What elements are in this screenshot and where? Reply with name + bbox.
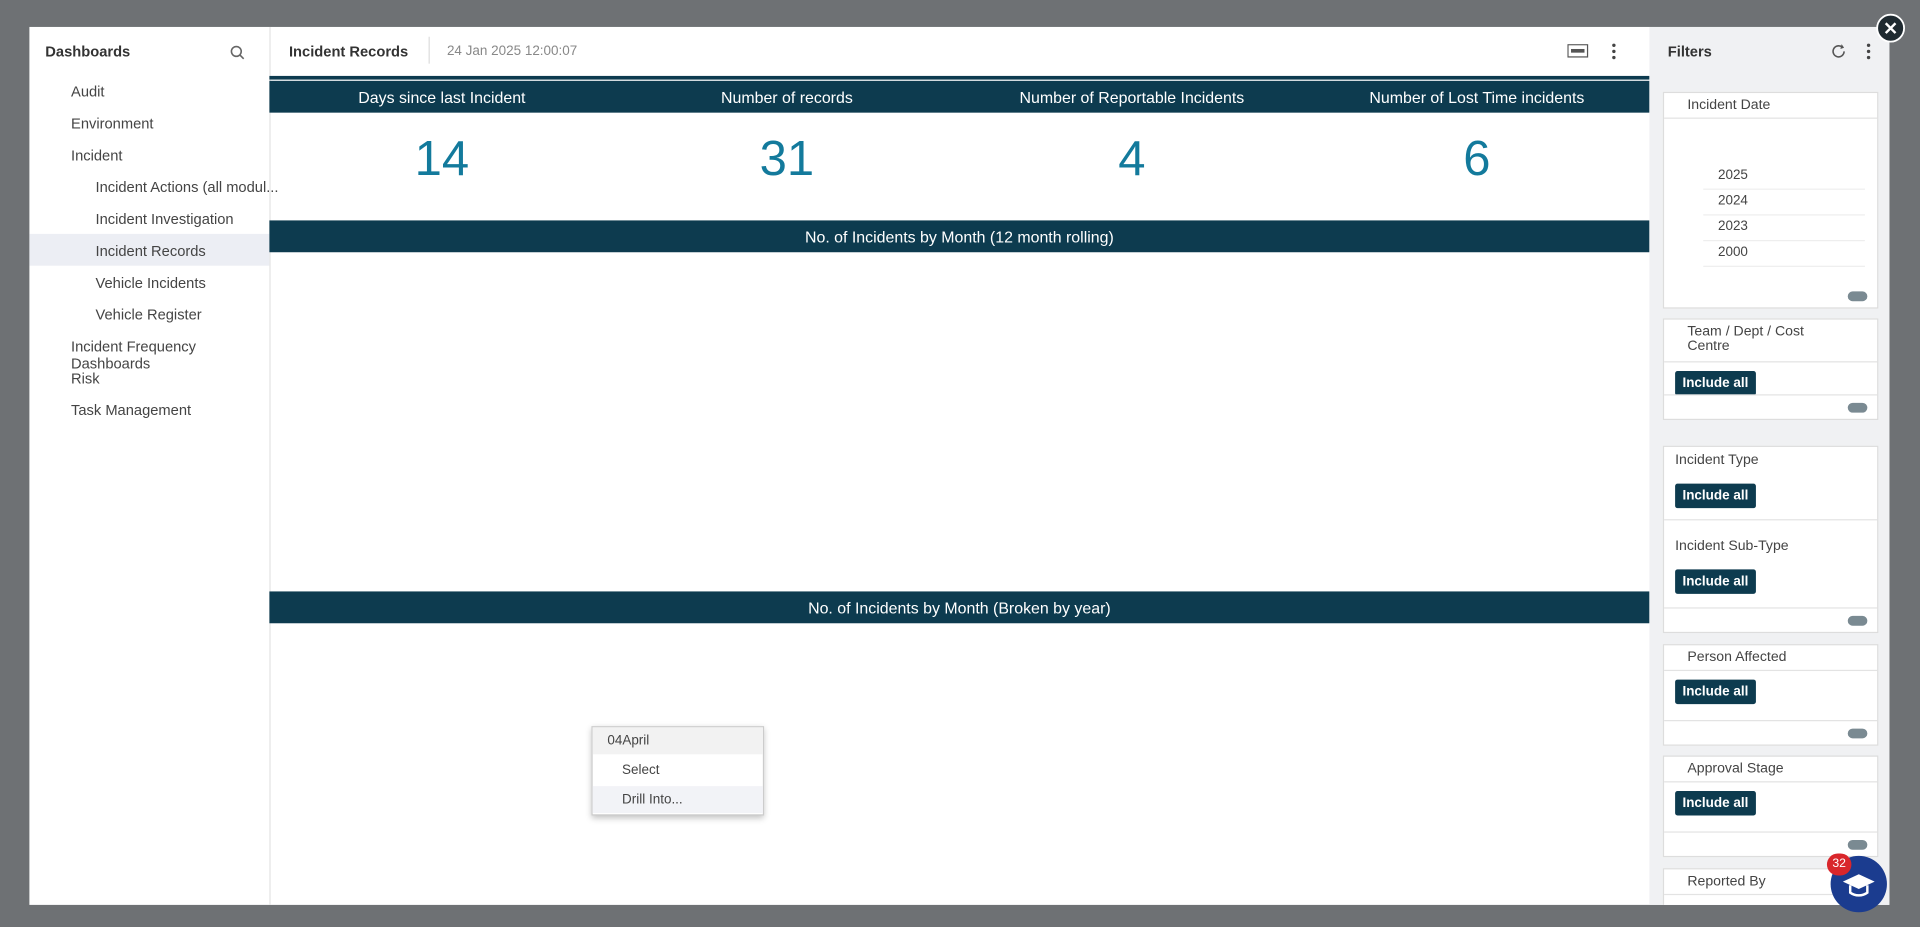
context-menu-title: 04April bbox=[592, 727, 763, 755]
main-panel: Incident Records 24 Jan 2025 12:00:07 Da… bbox=[269, 27, 1650, 905]
chart-title: No. of Incidents by Month (12 month roll… bbox=[804, 227, 1114, 247]
filter-divider bbox=[1664, 117, 1878, 119]
toggle[interactable] bbox=[1847, 402, 1868, 413]
filter-divider bbox=[1664, 394, 1878, 396]
pdf-icon[interactable] bbox=[1567, 44, 1589, 59]
filter-divider bbox=[1664, 607, 1878, 609]
nav-item[interactable]: Incident Investigation bbox=[95, 210, 234, 228]
context-menu-item[interactable]: Select bbox=[622, 762, 660, 778]
sidebar-title: Dashboards bbox=[45, 42, 131, 61]
include-all-button[interactable]: Include all bbox=[1675, 569, 1756, 594]
filter-title[interactable]: Incident Date bbox=[1687, 97, 1771, 113]
option-divider bbox=[1703, 240, 1865, 242]
kpi-label: Number of records bbox=[720, 88, 853, 107]
filter-divider bbox=[1664, 720, 1878, 722]
close-button[interactable] bbox=[1876, 13, 1906, 43]
chart-band bbox=[269, 591, 1650, 624]
option-divider bbox=[1703, 265, 1865, 267]
filter-title[interactable]: Reported By bbox=[1687, 874, 1766, 889]
filter-title[interactable]: Incident Type bbox=[1675, 453, 1759, 468]
context-menu-item[interactable]: Drill Into... bbox=[592, 786, 763, 814]
option-label: 2023 bbox=[1717, 219, 1748, 234]
filter-divider bbox=[1664, 519, 1878, 521]
divider bbox=[428, 36, 430, 64]
reset-icon[interactable] bbox=[1831, 43, 1848, 60]
notification-badge: 32 bbox=[1826, 853, 1852, 876]
more-icon[interactable] bbox=[1610, 43, 1617, 63]
header-title: Incident Records bbox=[288, 42, 409, 61]
nav-item[interactable]: Audit bbox=[71, 83, 105, 101]
kpi-value: 6 bbox=[1463, 132, 1491, 187]
option-divider bbox=[1703, 214, 1865, 216]
toggle[interactable] bbox=[1847, 615, 1868, 626]
kpi-value: 14 bbox=[414, 132, 470, 187]
nav-item[interactable]: Task Management bbox=[71, 401, 192, 419]
option-label: 2024 bbox=[1717, 193, 1748, 209]
option-label: 2000 bbox=[1717, 244, 1748, 260]
filter-section: Incident Date 2025 2024 2023 2000 bbox=[1662, 91, 1879, 309]
filter-divider bbox=[1664, 893, 1878, 896]
filter-divider bbox=[1664, 831, 1878, 833]
filter-divider bbox=[1664, 781, 1878, 783]
kpi-value: 4 bbox=[1118, 132, 1146, 187]
kpi-label: Days since last Incident bbox=[358, 88, 526, 107]
nav-item[interactable]: Incident Actions (all modul... bbox=[95, 178, 279, 196]
nav-item[interactable]: Incident Frequency Dashboards bbox=[71, 337, 196, 373]
timestamp: 24 Jan 2025 12:00:07 bbox=[446, 44, 578, 59]
filter-divider bbox=[1664, 361, 1878, 363]
include-all-button[interactable]: Include all bbox=[1675, 679, 1756, 705]
nav-item[interactable]: Incident Records bbox=[95, 242, 206, 260]
include-all-button[interactable]: Include all bbox=[1675, 483, 1756, 509]
sidebar: Dashboards Audit Environment Incident Incid… bbox=[29, 26, 278, 905]
filter-title[interactable]: Person Affected bbox=[1687, 650, 1787, 665]
chart-title: No. of Incidents by Month (Broken by yea… bbox=[808, 598, 1111, 618]
nav-item[interactable]: Incident bbox=[71, 146, 123, 165]
more-icon[interactable] bbox=[1865, 43, 1872, 63]
header-rule bbox=[269, 75, 1650, 80]
filter-title[interactable]: Approval Stage bbox=[1687, 761, 1784, 777]
context-menu: 04April Select Drill Into... bbox=[591, 726, 765, 816]
filter-divider bbox=[1664, 669, 1878, 672]
nav-item[interactable]: Vehicle Register bbox=[95, 306, 202, 324]
kpi-label: Number of Lost Time incidents bbox=[1369, 88, 1585, 107]
filter-section: Approval Stage Include all bbox=[1662, 755, 1879, 858]
kpi-value: 31 bbox=[759, 132, 815, 187]
toggle[interactable] bbox=[1847, 728, 1868, 739]
include-all-button[interactable]: Include all bbox=[1675, 371, 1756, 396]
filters-panel: Filters Incident Date 2025 2024 2023 2000 Tea… bbox=[1649, 26, 1890, 905]
filter-section: Team / Dept / Cost Centre Include all bbox=[1662, 318, 1879, 421]
toggle[interactable] bbox=[1847, 291, 1868, 302]
nav-item[interactable]: Vehicle Incidents bbox=[95, 274, 206, 292]
include-all-button[interactable]: Include all bbox=[1675, 791, 1756, 816]
filter-title: Incident Sub-Type bbox=[1675, 538, 1789, 554]
search-icon[interactable] bbox=[229, 44, 246, 61]
option-label: 2025 bbox=[1717, 167, 1748, 183]
nav-item[interactable]: Environment bbox=[71, 115, 154, 133]
option-divider bbox=[1703, 188, 1865, 190]
filter-section: Incident Type Include all Incident Sub-Typ… bbox=[1662, 445, 1879, 634]
chart-band bbox=[269, 220, 1650, 253]
filter-title[interactable]: Team / Dept / Cost Centre bbox=[1687, 324, 1804, 354]
filter-section: Person Affected Include all bbox=[1662, 644, 1879, 746]
kpi-band bbox=[269, 80, 1650, 113]
selected-row bbox=[29, 233, 270, 266]
filters-title: Filters bbox=[1667, 42, 1712, 61]
kpi-label: Number of Reportable Incidents bbox=[1019, 88, 1245, 107]
nav-item[interactable]: Risk bbox=[71, 369, 100, 387]
toggle[interactable] bbox=[1847, 840, 1868, 850]
dashboard-modal: Dashboards Audit Environment Incident Incid… bbox=[29, 26, 1890, 905]
